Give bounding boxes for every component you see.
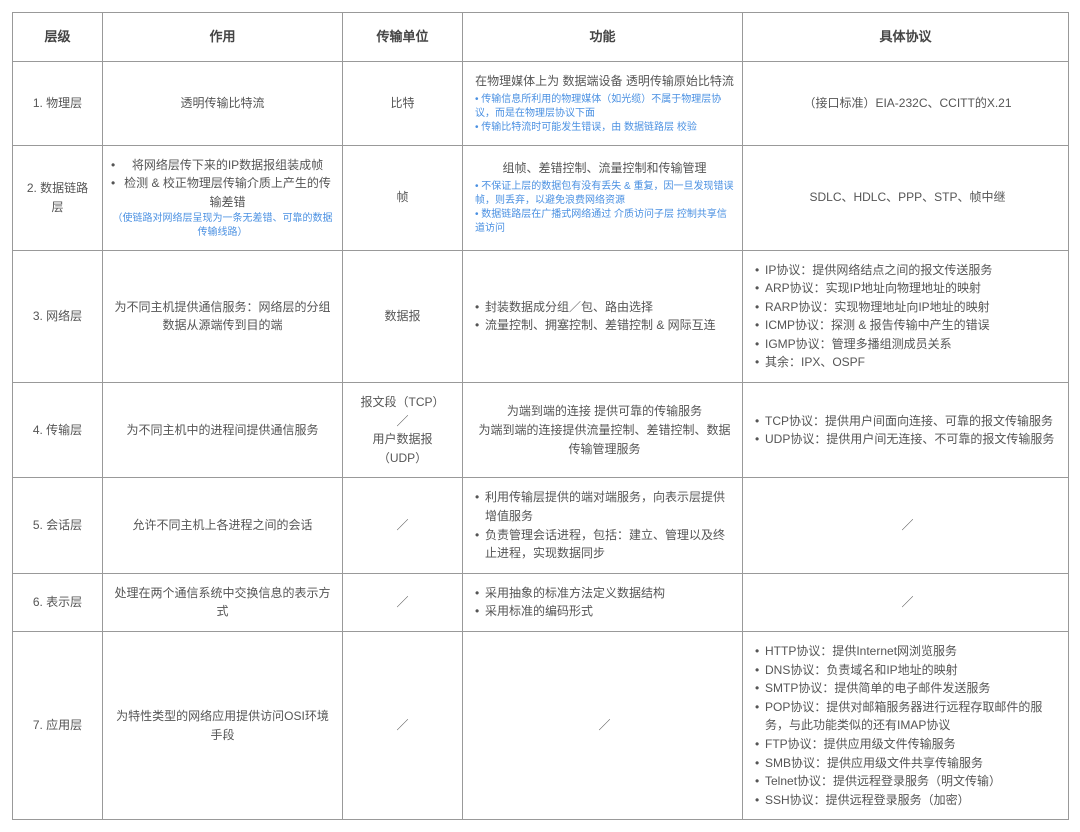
- cell-unit: 报文段（TCP） ／ 用户数据报（UDP）: [343, 383, 463, 478]
- col-header-unit: 传输单位: [343, 13, 463, 62]
- col-header-protocol: 具体协议: [743, 13, 1069, 62]
- cell-layer: 6. 表示层: [13, 573, 103, 631]
- cell-protocol: TCP协议：提供用户间面向连接、可靠的报文传输服务UDP协议：提供用户间无连接、…: [743, 383, 1069, 478]
- table-row: 5. 会话层允许不同主机上各进程之间的会话／利用传输层提供的端对端服务，向表示层…: [13, 478, 1069, 573]
- cell-unit: 数据报: [343, 250, 463, 383]
- cell-role: 为特性类型的网络应用提供访问OSI环境手段: [103, 632, 343, 820]
- table-row: 1. 物理层透明传输比特流比特在物理媒体上为 数据端设备 透明传输原始比特流• …: [13, 62, 1069, 146]
- cell-function: 为端到端的连接 提供可靠的传输服务 为端到端的连接提供流量控制、差错控制、数据传…: [463, 383, 743, 478]
- table-row: 2. 数据链路层将网络层传下来的IP数据报组装成帧检测 & 校正物理层传输介质上…: [13, 145, 1069, 250]
- cell-function: 封装数据成分组／包、路由选择流量控制、拥塞控制、差错控制 & 网际互连: [463, 250, 743, 383]
- cell-unit: 比特: [343, 62, 463, 146]
- col-header-role: 作用: [103, 13, 343, 62]
- cell-function: 组帧、差错控制、流量控制和传输管理• 不保证上层的数据包有没有丢失 & 重复，因…: [463, 145, 743, 250]
- cell-unit: ／: [343, 478, 463, 573]
- cell-role: 处理在两个通信系统中交换信息的表示方式: [103, 573, 343, 631]
- cell-layer: 1. 物理层: [13, 62, 103, 146]
- cell-layer: 3. 网络层: [13, 250, 103, 383]
- cell-protocol: ／: [743, 573, 1069, 631]
- table-row: 4. 传输层为不同主机中的进程间提供通信服务报文段（TCP） ／ 用户数据报（U…: [13, 383, 1069, 478]
- cell-role: 为不同主机提供通信服务：网络层的分组数据从源端传到目的端: [103, 250, 343, 383]
- cell-protocol: （接口标准）EIA-232C、CCITT的X.21: [743, 62, 1069, 146]
- table-body: 1. 物理层透明传输比特流比特在物理媒体上为 数据端设备 透明传输原始比特流• …: [13, 62, 1069, 820]
- table-row: 6. 表示层处理在两个通信系统中交换信息的表示方式／采用抽象的标准方法定义数据结…: [13, 573, 1069, 631]
- osi-layers-table: 层级 作用 传输单位 功能 具体协议 1. 物理层透明传输比特流比特在物理媒体上…: [12, 12, 1069, 820]
- cell-role: 为不同主机中的进程间提供通信服务: [103, 383, 343, 478]
- cell-protocol: HTTP协议：提供Internet网浏览服务DNS协议：负责域名和IP地址的映射…: [743, 632, 1069, 820]
- cell-unit: 帧: [343, 145, 463, 250]
- cell-unit: ／: [343, 632, 463, 820]
- cell-protocol: ／: [743, 478, 1069, 573]
- cell-protocol: IP协议：提供网络结点之间的报文传送服务ARP协议：实现IP地址向物理地址的映射…: [743, 250, 1069, 383]
- cell-layer: 5. 会话层: [13, 478, 103, 573]
- table-row: 7. 应用层为特性类型的网络应用提供访问OSI环境手段／／HTTP协议：提供In…: [13, 632, 1069, 820]
- cell-role: 将网络层传下来的IP数据报组装成帧检测 & 校正物理层传输介质上产生的传输差错（…: [103, 145, 343, 250]
- cell-function: 利用传输层提供的端对端服务，向表示层提供增值服务负责管理会话进程，包括：建立、管…: [463, 478, 743, 573]
- cell-protocol: SDLC、HDLC、PPP、STP、帧中继: [743, 145, 1069, 250]
- cell-layer: 2. 数据链路层: [13, 145, 103, 250]
- cell-role: 允许不同主机上各进程之间的会话: [103, 478, 343, 573]
- cell-layer: 4. 传输层: [13, 383, 103, 478]
- table-row: 3. 网络层为不同主机提供通信服务：网络层的分组数据从源端传到目的端数据报封装数…: [13, 250, 1069, 383]
- cell-function: 采用抽象的标准方法定义数据结构采用标准的编码形式: [463, 573, 743, 631]
- cell-function: 在物理媒体上为 数据端设备 透明传输原始比特流• 传输信息所利用的物理媒体（如光…: [463, 62, 743, 146]
- col-header-layer: 层级: [13, 13, 103, 62]
- cell-layer: 7. 应用层: [13, 632, 103, 820]
- cell-role: 透明传输比特流: [103, 62, 343, 146]
- cell-function: ／: [463, 632, 743, 820]
- col-header-function: 功能: [463, 13, 743, 62]
- table-header-row: 层级 作用 传输单位 功能 具体协议: [13, 13, 1069, 62]
- cell-unit: ／: [343, 573, 463, 631]
